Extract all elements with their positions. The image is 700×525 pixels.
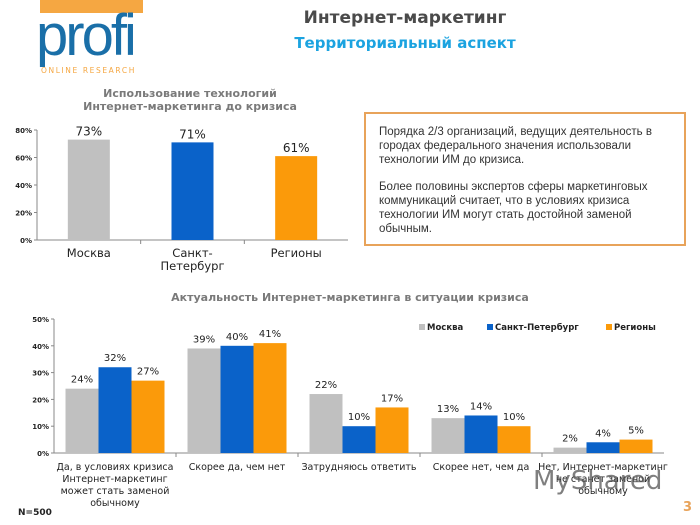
logo-accent-bar (40, 0, 143, 13)
legend-label: Москва (427, 323, 463, 333)
y-tick-label: 30% (32, 370, 49, 378)
bar-Регионы (131, 380, 165, 453)
data-label: 73% (75, 125, 102, 139)
data-label: 2% (562, 434, 578, 445)
chart1-pre-crisis-usage: 0% 20% 40% 60% 80% 73% Москва 71% Санкт-Петербур… (15, 125, 348, 273)
data-label: 24% (71, 375, 93, 386)
bar-Москва (309, 394, 343, 453)
chart1-title-line: Интернет-маркетинга до кризиса (83, 100, 297, 113)
bar-Москва (187, 348, 221, 453)
data-label: 4% (595, 428, 611, 439)
y-tick-label: 0% (37, 450, 49, 458)
category-label: может стать заменой (61, 486, 170, 497)
y-tick-label: 40% (32, 343, 49, 351)
category-label: Регионы (271, 246, 322, 260)
category-label: обычному (578, 486, 628, 497)
bar-Москва (553, 447, 587, 453)
bar-Санкт-Петербург (342, 426, 376, 453)
y-tick-label: 40% (15, 182, 32, 190)
category-label: Скорее да, чем нет (189, 462, 286, 473)
category-label: Скорее нет, чем да (433, 462, 530, 473)
chart2-crisis-relevance: 0% 10% 20% 30% 40% 50% 24% 32% 27% Да, в условиях… (32, 316, 668, 509)
chart2-title: Актуальность Интернет-маркетинга в ситуа… (171, 291, 529, 304)
info-box: Порядка 2/3 организаций, ведущих деятель… (364, 112, 686, 246)
legend-swatch (419, 324, 425, 330)
page-subtitle: Территориальный аспект (294, 34, 516, 52)
category-label: Санкт- (172, 246, 212, 260)
data-label: 5% (628, 426, 644, 437)
category-label: Москва (67, 246, 111, 260)
data-label: 41% (259, 329, 281, 340)
y-tick-label: 10% (32, 423, 49, 431)
data-label: 32% (104, 353, 126, 364)
bar-Москва (431, 418, 465, 453)
category-label: Затрудняюсь ответить (301, 462, 416, 473)
category-label: не станет заменой (556, 474, 650, 485)
page-title: Интернет-маркетинг (303, 8, 507, 28)
data-label: 71% (179, 127, 206, 141)
data-label: 10% (348, 412, 370, 423)
data-label: 27% (137, 367, 159, 378)
bar-Санкт-Петербург (586, 442, 620, 453)
category-label: обычному (90, 498, 140, 509)
y-tick-label: 0% (20, 237, 32, 245)
data-label: 61% (283, 141, 310, 155)
category-label: Да, в условиях кризиса (57, 462, 174, 473)
category-label: Нет, Интернет-маркетинг (538, 462, 668, 473)
data-label: 17% (381, 393, 403, 404)
info-paragraph: Порядка 2/3 организаций, ведущих деятель… (379, 126, 652, 166)
data-label: 40% (226, 332, 248, 343)
bar-Москва (65, 388, 99, 453)
category-label: Петербург (160, 259, 224, 273)
bar-Регионы (497, 426, 531, 453)
bar-2 (171, 142, 214, 240)
chart1-title-line: Использование технологий (103, 87, 277, 100)
data-label: 14% (470, 401, 492, 412)
chart1-title: Использование технологий Интернет-маркет… (40, 87, 340, 113)
bar-Регионы (619, 439, 653, 453)
bar-Регионы (253, 343, 287, 453)
bar-3 (275, 156, 318, 240)
watermark: MyShared (533, 466, 663, 496)
legend-swatch (606, 324, 612, 330)
data-label: 10% (503, 412, 525, 423)
bar-Санкт-Петербург (220, 345, 254, 453)
info-paragraph: Более половины экспертов сферы маркетинг… (379, 181, 648, 235)
data-label: 22% (315, 380, 337, 391)
category-label: Интернет-маркетинг (62, 474, 167, 485)
bar-Регионы (375, 407, 409, 453)
legend-swatch (487, 324, 493, 330)
y-tick-label: 50% (32, 316, 49, 324)
bar-Санкт-Петербург (464, 415, 498, 453)
data-label: 13% (437, 404, 459, 415)
bar-1 (67, 139, 110, 240)
y-tick-label: 20% (15, 210, 32, 218)
legend-label: Санкт-Петербург (495, 322, 579, 333)
data-label: 39% (193, 334, 215, 345)
page-number: 3 (683, 500, 693, 515)
y-tick-label: 20% (32, 396, 49, 404)
sample-size-label: N=500 (18, 508, 52, 518)
bar-Санкт-Петербург (98, 367, 132, 453)
legend-label: Регионы (614, 323, 656, 333)
y-tick-label: 80% (15, 127, 32, 135)
logo: profi (36, 3, 137, 68)
logo-tagline: ONLINE RESEARCH (41, 66, 136, 75)
y-tick-label: 60% (15, 155, 32, 163)
